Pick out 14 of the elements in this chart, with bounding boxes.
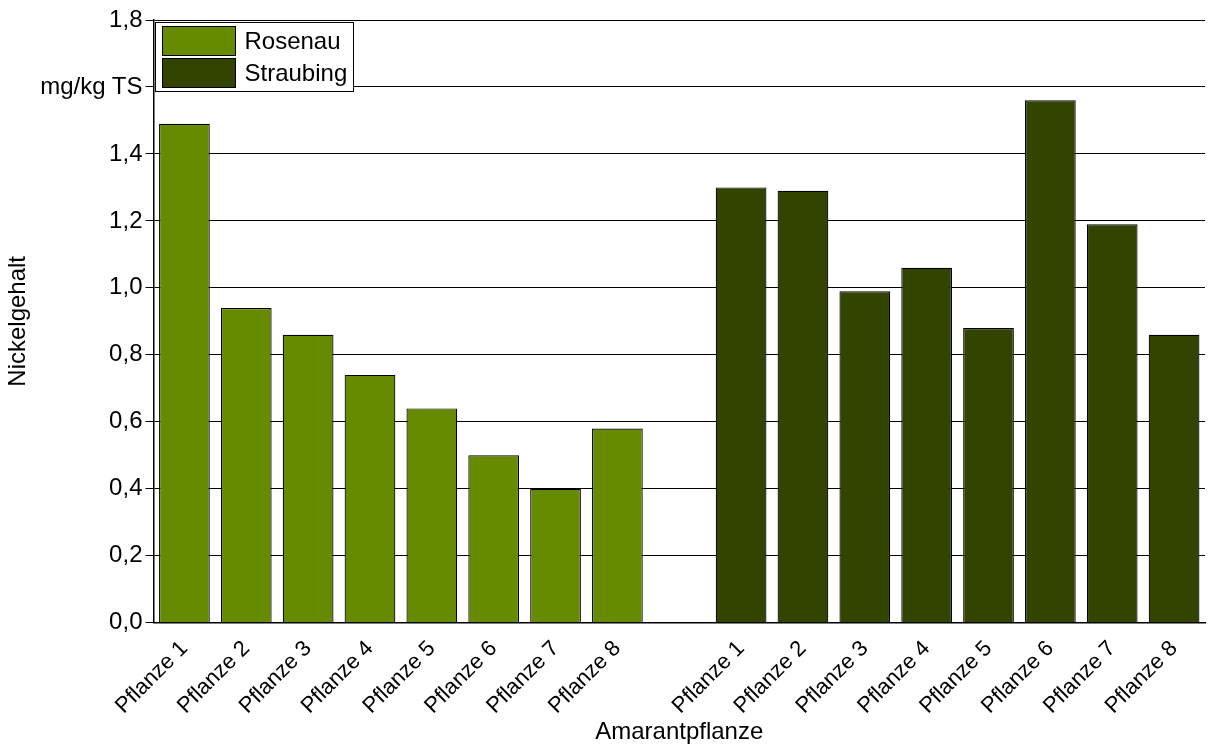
y-tick-label: 1,0 [109,272,143,300]
y-tick-label: 0,2 [109,540,143,568]
y-tick-label: 1,2 [109,205,143,233]
y-tick-label: mg/kg TS [40,71,143,99]
y-tick-label: 1,8 [109,4,143,32]
y-axis-title: Nickelgehalt [3,255,31,387]
y-tick-label: 0,6 [109,406,143,434]
y-tick-label: 0,0 [109,607,143,635]
y-tick-label: 0,8 [109,339,143,367]
legend-label: Straubing [244,59,348,87]
y-tick-label: 0,4 [109,473,143,501]
legend-label: Rosenau [244,27,341,55]
x-axis-title: Amarantpflanze [595,717,764,745]
y-tick-label: 1,4 [109,138,143,166]
